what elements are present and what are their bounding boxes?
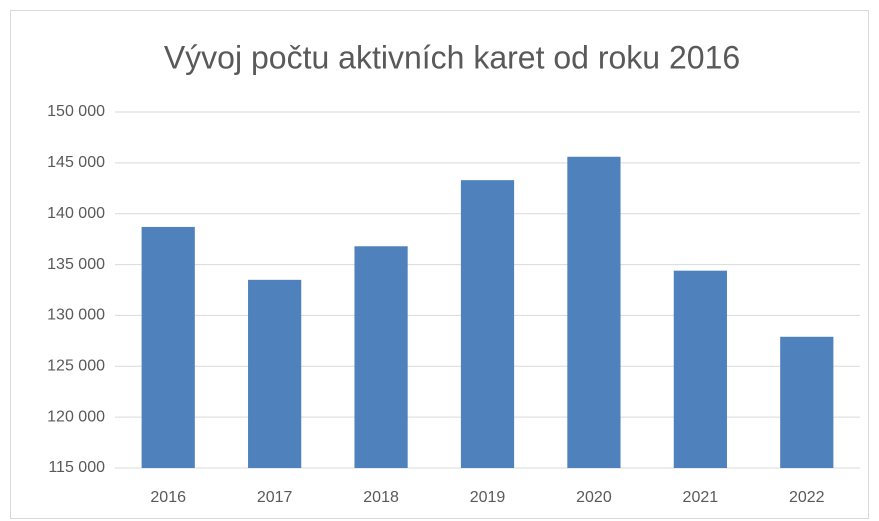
bar <box>141 226 195 468</box>
y-tick-label: 135 000 <box>47 256 105 273</box>
y-tick-label: 130 000 <box>47 307 105 324</box>
x-tick-label: 2022 <box>789 489 825 506</box>
chart-title: Vývoj počtu aktivních karet od roku 2016 <box>164 39 740 75</box>
y-tick-label: 125 000 <box>47 358 105 375</box>
x-tick-label: 2021 <box>683 489 719 506</box>
bar <box>354 246 408 468</box>
x-tick-label: 2019 <box>470 489 506 506</box>
y-tick-label: 145 000 <box>47 154 105 171</box>
x-tick-label: 2017 <box>257 489 293 506</box>
y-tick-label: 150 000 <box>47 103 105 120</box>
x-tick-label: 2018 <box>363 489 399 506</box>
bar <box>460 180 515 469</box>
bar <box>780 336 834 468</box>
x-tick-label: 2020 <box>576 489 612 506</box>
bar <box>567 156 621 469</box>
bar <box>248 279 302 468</box>
y-tick-label: 115 000 <box>48 459 105 476</box>
y-tick-label: 140 000 <box>47 205 105 222</box>
x-tick-label: 2016 <box>150 489 186 506</box>
y-tick-label: 120 000 <box>47 408 105 425</box>
bar <box>673 270 727 468</box>
